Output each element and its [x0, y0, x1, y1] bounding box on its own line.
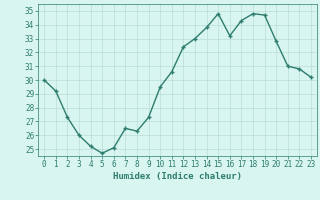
X-axis label: Humidex (Indice chaleur): Humidex (Indice chaleur)	[113, 172, 242, 181]
